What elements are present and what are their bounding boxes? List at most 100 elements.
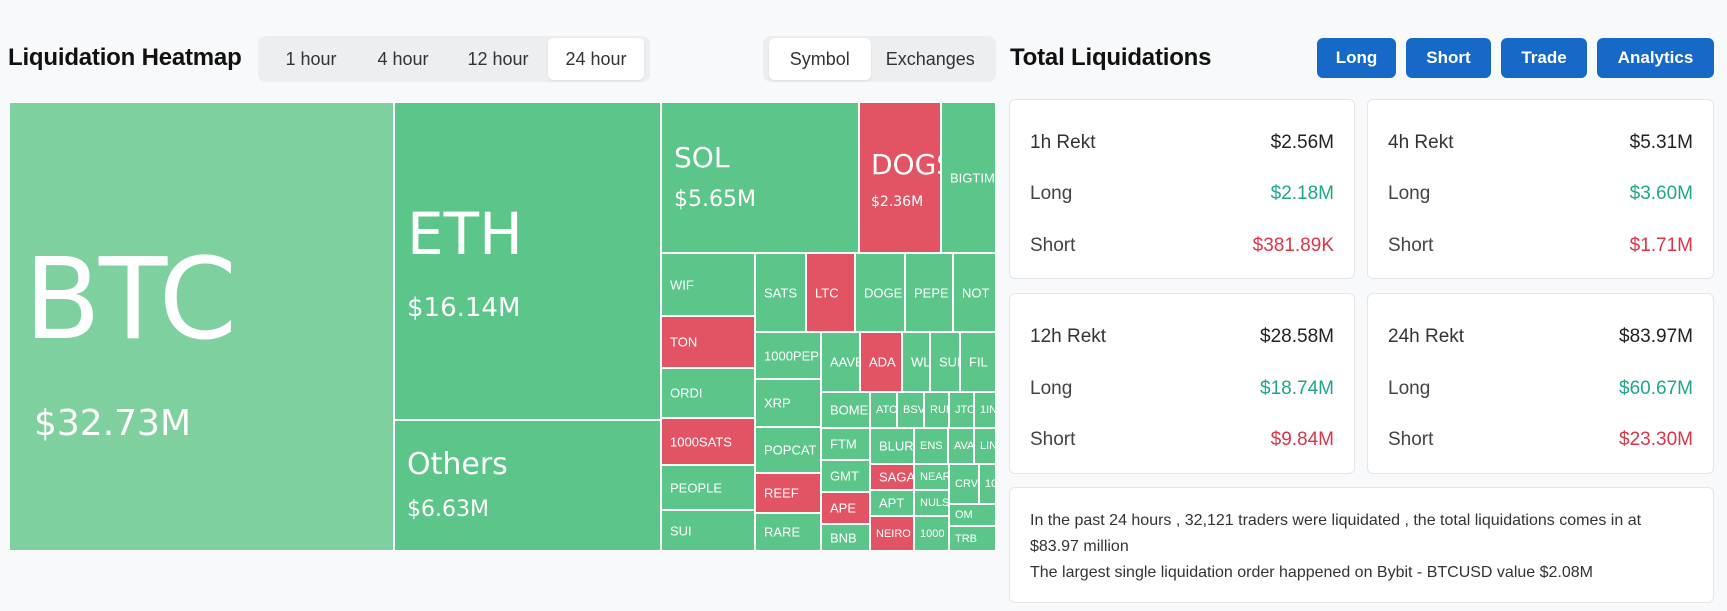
rekt-card-4h: 4h Rekt $5.31M Long $3.60M Short $1.71M <box>1367 99 1714 279</box>
treemap-cell-btc[interactable]: BTC $32.73M <box>9 102 394 551</box>
totals-title: Total Liquidations <box>1010 44 1212 71</box>
treemap-symbol: PEOPLE <box>670 480 723 495</box>
treemap-cell-sui[interactable]: SUI <box>661 510 755 551</box>
treemap-symbol: BLUR <box>879 438 914 454</box>
treemap-cell-gmt[interactable]: GMT <box>821 460 870 492</box>
treemap-cell-atom[interactable]: ATOM <box>870 392 897 428</box>
treemap-symbol: BIGTIME <box>950 170 995 185</box>
treemap-cell-ltc[interactable]: LTC <box>806 253 855 332</box>
treemap-cell-sui[interactable]: SUI <box>930 332 960 392</box>
treemap-cell-ordi[interactable]: ORDI <box>661 368 755 418</box>
trade-button[interactable]: Trade <box>1501 38 1587 78</box>
long-button[interactable]: Long <box>1317 38 1396 78</box>
treemap-cell-sol[interactable]: SOL $5.65M <box>661 102 859 253</box>
treemap-symbol: 1000PEPE <box>764 348 820 363</box>
treemap-cell-wif[interactable]: WIF <box>661 253 755 316</box>
treemap-symbol: APE <box>830 500 857 516</box>
treemap-value: $32.73M <box>34 403 192 444</box>
treemap-symbol: REEF <box>764 485 799 501</box>
treemap-symbol: RARE <box>764 524 801 540</box>
rekt-card-24h: 24h Rekt $83.97M Long $60.67M Short $23.30M <box>1367 293 1714 474</box>
treemap-symbol: GMT <box>830 468 859 484</box>
treemap-cell-crv[interactable]: CRV <box>949 464 979 504</box>
treemap-cell-jto[interactable]: JTO <box>949 392 974 428</box>
long-label: Long <box>1030 378 1073 399</box>
treemap-symbol: Others <box>407 447 508 482</box>
card-label: 1h Rekt <box>1030 132 1096 153</box>
treemap-cell-ada[interactable]: ADA <box>860 332 902 392</box>
treemap-cell-om[interactable]: OM <box>949 504 996 526</box>
treemap-symbol: WLD <box>911 354 930 370</box>
treemap-cell-bome[interactable]: BOME <box>821 392 870 428</box>
timeframe-12h[interactable]: 12 hour <box>467 48 529 69</box>
treemap-symbol: LINK <box>980 440 995 452</box>
treemap-symbol: XRP <box>764 395 791 411</box>
treemap-cell-avax[interactable]: AVAX <box>948 428 974 464</box>
treemap-cell-bsv[interactable]: BSV <box>897 392 924 428</box>
treemap-cell-xrp[interactable]: XRP <box>755 379 821 427</box>
treemap-cell-ape[interactable]: APE <box>821 492 870 524</box>
treemap-cell-saga[interactable]: SAGA <box>870 464 914 490</box>
treemap-symbol: NEIRO <box>876 527 911 540</box>
treemap-cell-1000pepe[interactable]: 1000PEPE <box>755 332 821 379</box>
treemap-cell-aave[interactable]: AAVE <box>821 332 860 392</box>
treemap-symbol: AVAX <box>954 440 974 452</box>
treemap-cell-1inch[interactable]: 1INCH <box>974 392 996 428</box>
long-value: $3.60M <box>1629 183 1693 204</box>
treemap-cell-doge[interactable]: DOGE <box>855 253 905 332</box>
treemap-cell-apt[interactable]: APT <box>870 490 914 516</box>
treemap-cell-eth[interactable]: ETH $16.14M <box>394 102 661 420</box>
treemap-symbol: BSV <box>903 404 924 416</box>
treemap-cell-fil[interactable]: FIL <box>960 332 996 392</box>
treemap-cell-rune[interactable]: RUNE <box>924 392 949 428</box>
timeframe-24h[interactable]: 24 hour <box>548 38 644 80</box>
short-value: $381.89K <box>1252 235 1334 256</box>
treemap-cell-blur[interactable]: BLUR <box>870 428 914 464</box>
card-label: 4h Rekt <box>1388 132 1454 153</box>
treemap-cell-trb[interactable]: TRB <box>949 526 996 551</box>
timeframe-selector: 1 hour 4 hour 12 hour 24 hour <box>258 36 650 82</box>
card-label: 24h Rekt <box>1388 326 1465 347</box>
treemap-symbol: SUI <box>939 354 960 370</box>
treemap-symbol: SOL <box>674 141 730 174</box>
treemap-cell-ftm[interactable]: FTM <box>821 428 870 460</box>
treemap-symbol: DOGE <box>864 285 903 300</box>
view-symbol[interactable]: Symbol <box>769 38 871 80</box>
treemap-cell-1000sats[interactable]: 1000SATS <box>661 418 755 465</box>
card-total: $5.31M <box>1629 132 1693 153</box>
treemap-symbol: 1000BONK <box>985 478 995 490</box>
treemap-symbol: SAGA <box>879 469 914 485</box>
treemap-cell-nuls[interactable]: NULS <box>914 490 949 516</box>
treemap-cell-bnb[interactable]: BNB <box>821 524 870 551</box>
treemap-cell-others[interactable]: Others $6.63M <box>394 420 661 551</box>
treemap-cell-reef[interactable]: REEF <box>755 473 821 513</box>
treemap-symbol: OM <box>955 509 973 521</box>
treemap-cell-sats[interactable]: SATS <box>755 253 806 332</box>
treemap-cell-popcat[interactable]: POPCAT <box>755 427 821 473</box>
view-exchanges[interactable]: Exchanges <box>885 48 975 69</box>
treemap-symbol: AAVE <box>830 354 859 370</box>
treemap-symbol: ENS <box>920 440 943 452</box>
analytics-button[interactable]: Analytics <box>1597 38 1714 78</box>
treemap-cell-link[interactable]: LINK <box>974 428 996 464</box>
long-label: Long <box>1388 183 1431 204</box>
treemap-cell-1000[interactable]: 1000 <box>914 516 949 551</box>
short-button[interactable]: Short <box>1406 38 1491 78</box>
treemap-cell-not[interactable]: NOT <box>953 253 996 332</box>
treemap-symbol: BOME <box>830 402 869 418</box>
treemap-cell-ens[interactable]: ENS <box>914 428 948 464</box>
timeframe-4h[interactable]: 4 hour <box>377 48 429 69</box>
treemap-cell-near[interactable]: NEAR <box>914 464 949 490</box>
treemap-cell-neiro[interactable]: NEIRO <box>870 516 914 551</box>
treemap-cell-wld[interactable]: WLD <box>902 332 930 392</box>
treemap-cell-dogs[interactable]: DOGS $2.36M <box>859 102 941 253</box>
treemap-cell-pepe[interactable]: PEPE <box>905 253 953 332</box>
heatmap-title: Liquidation Heatmap <box>8 44 242 71</box>
treemap-cell-people[interactable]: PEOPLE <box>661 465 755 510</box>
treemap-cell-ton[interactable]: TON <box>661 316 755 368</box>
treemap-cell-rare[interactable]: RARE <box>755 513 821 551</box>
treemap-cell-bigtime[interactable]: BIGTIME <box>941 102 996 253</box>
timeframe-1h[interactable]: 1 hour <box>285 48 337 69</box>
treemap-symbol: RUNE <box>930 404 948 416</box>
treemap-cell-1000bonk[interactable]: 1000BONK <box>979 464 996 504</box>
